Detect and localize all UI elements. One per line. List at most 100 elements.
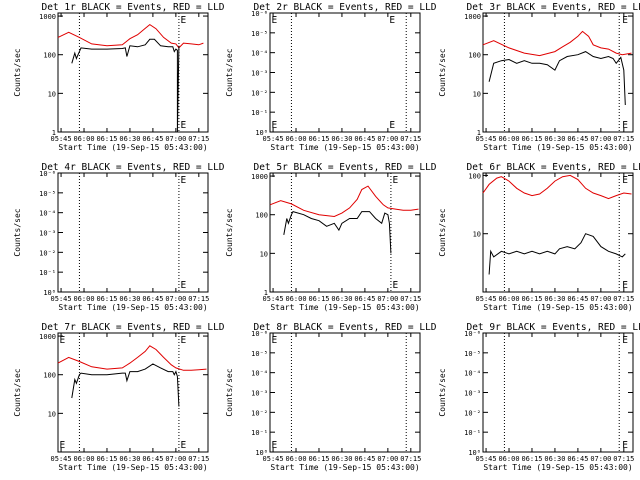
- x-tick-label: 06:00: [498, 295, 519, 303]
- x-axis-label: Start Time (19-Sep-15 05:43:00): [58, 303, 207, 312]
- y-tick-label: 100: [43, 52, 56, 60]
- y-tick-label: 10⁰: [43, 289, 56, 297]
- series-events-line: [71, 363, 180, 407]
- x-tick-label: 07:00: [165, 295, 186, 303]
- x-tick-label: 05:45: [51, 295, 72, 303]
- x-tick-label: 05:45: [263, 295, 284, 303]
- y-axis-label: Counts/sec: [225, 368, 234, 416]
- x-axis-label: Start Time (19-Sep-15 05:43:00): [483, 463, 632, 472]
- y-tick-label: 10⁻³: [251, 390, 268, 398]
- e-marker-bottom: E: [622, 120, 628, 131]
- x-tick-label: 06:00: [285, 455, 306, 463]
- e-marker-bottom: E: [622, 440, 628, 451]
- x-tick-label: 06:30: [119, 455, 140, 463]
- x-tick-label: 07:00: [165, 455, 186, 463]
- x-tick-label: 07:15: [188, 455, 209, 463]
- x-tick-label: 06:15: [96, 135, 117, 143]
- y-axis-label: Counts/sec: [225, 48, 234, 96]
- x-tick-label: 05:45: [263, 455, 284, 463]
- e-marker-bottom: E: [180, 280, 186, 291]
- y-tick-label: 10⁰: [468, 449, 481, 457]
- e-marker-top: E: [180, 15, 186, 26]
- x-tick-label: 06:15: [521, 135, 542, 143]
- axes-frame: [269, 12, 421, 133]
- x-axis-label: Start Time (19-Sep-15 05:43:00): [58, 143, 207, 152]
- series-events-line: [283, 211, 392, 254]
- x-axis-label: Start Time (19-Sep-15 05:43:00): [58, 463, 207, 472]
- x-tick-label: 06:45: [142, 455, 163, 463]
- x-axis-label: Start Time (19-Sep-15 05:43:00): [270, 463, 419, 472]
- x-axis-label: Start Time (19-Sep-15 05:43:00): [270, 143, 419, 152]
- e-marker-bottom: E: [272, 440, 278, 451]
- x-tick-label: 07:15: [400, 135, 421, 143]
- x-tick-label: 06:00: [285, 295, 306, 303]
- x-tick-label: 05:45: [476, 135, 497, 143]
- x-tick-label: 06:45: [142, 295, 163, 303]
- y-tick-label: 10⁻³: [464, 390, 481, 398]
- x-tick-label: 07:00: [590, 455, 611, 463]
- panel-title: Det 6r BLACK = Events, RED = LLD: [466, 162, 640, 173]
- panel-title: Det 8r BLACK = Events, RED = LLD: [253, 322, 436, 333]
- x-tick-label: 06:15: [308, 455, 329, 463]
- x-tick-label: 06:00: [73, 295, 94, 303]
- y-tick-label: 10⁻⁶: [464, 330, 481, 338]
- e-marker-bottom: E: [622, 280, 628, 291]
- x-tick-label: 05:45: [476, 455, 497, 463]
- series-events-line: [488, 51, 626, 106]
- panel-title: Det 9r BLACK = Events, RED = LLD: [466, 322, 640, 333]
- y-tick-label: 1000: [251, 173, 268, 181]
- y-tick-label: 10⁰: [255, 129, 268, 137]
- y-tick-label: 10⁻⁴: [39, 210, 56, 218]
- x-tick-label: 06:15: [96, 295, 117, 303]
- y-axis-label: Counts/sec: [438, 48, 447, 96]
- x-tick-label: 05:45: [476, 295, 497, 303]
- y-tick-label: 1000: [464, 13, 481, 21]
- e-marker-bottom: E: [180, 440, 186, 451]
- axes-frame: [269, 332, 421, 453]
- y-tick-label: 100: [468, 172, 481, 180]
- series-lld-line: [57, 345, 207, 371]
- series-lld-line: [57, 23, 204, 49]
- y-tick-label: 10⁻³: [251, 70, 268, 78]
- x-tick-label: 07:00: [377, 455, 398, 463]
- y-axis-label: Counts/sec: [13, 208, 22, 256]
- x-tick-label: 07:15: [188, 135, 209, 143]
- y-tick-label: 10⁻³: [39, 230, 56, 238]
- axes-frame: [57, 332, 209, 453]
- x-tick-label: 05:45: [51, 455, 72, 463]
- axes-frame: [482, 172, 634, 293]
- x-tick-label: 07:15: [613, 455, 634, 463]
- y-tick-label: 10: [48, 410, 56, 418]
- x-tick-label: 06:45: [142, 135, 163, 143]
- x-tick-label: 06:15: [308, 135, 329, 143]
- x-tick-label: 07:15: [613, 135, 634, 143]
- y-axis-label: Counts/sec: [13, 48, 22, 96]
- y-tick-label: 10⁻⁴: [251, 370, 268, 378]
- x-tick-label: 07:00: [590, 295, 611, 303]
- y-tick-label: 10: [473, 231, 481, 239]
- x-tick-label: 06:15: [96, 455, 117, 463]
- x-tick-label: 06:30: [331, 135, 352, 143]
- series-lld-line: [482, 30, 632, 57]
- panel-det-9: Det 9r BLACK = Events, RED = LLD 05:45 06:…: [438, 322, 640, 472]
- x-tick-label: 06:00: [498, 455, 519, 463]
- x-tick-label: 07:15: [400, 295, 421, 303]
- e-marker-top: E: [180, 175, 186, 186]
- axes-frame: [482, 12, 634, 133]
- x-tick-label: 06:15: [521, 295, 542, 303]
- e-marker-top: E: [272, 15, 278, 26]
- y-tick-label: 10⁻⁴: [251, 50, 268, 58]
- y-tick-label: 10⁻¹: [251, 109, 268, 117]
- y-tick-label: 1000: [39, 333, 56, 341]
- panel-title: Det 5r BLACK = Events, RED = LLD: [253, 162, 436, 173]
- e-marker-top: E: [622, 15, 628, 26]
- series-lld-line: [269, 185, 419, 218]
- x-tick-label: 06:45: [567, 295, 588, 303]
- e-marker-top: E: [392, 175, 398, 186]
- x-tick-label: 06:15: [308, 295, 329, 303]
